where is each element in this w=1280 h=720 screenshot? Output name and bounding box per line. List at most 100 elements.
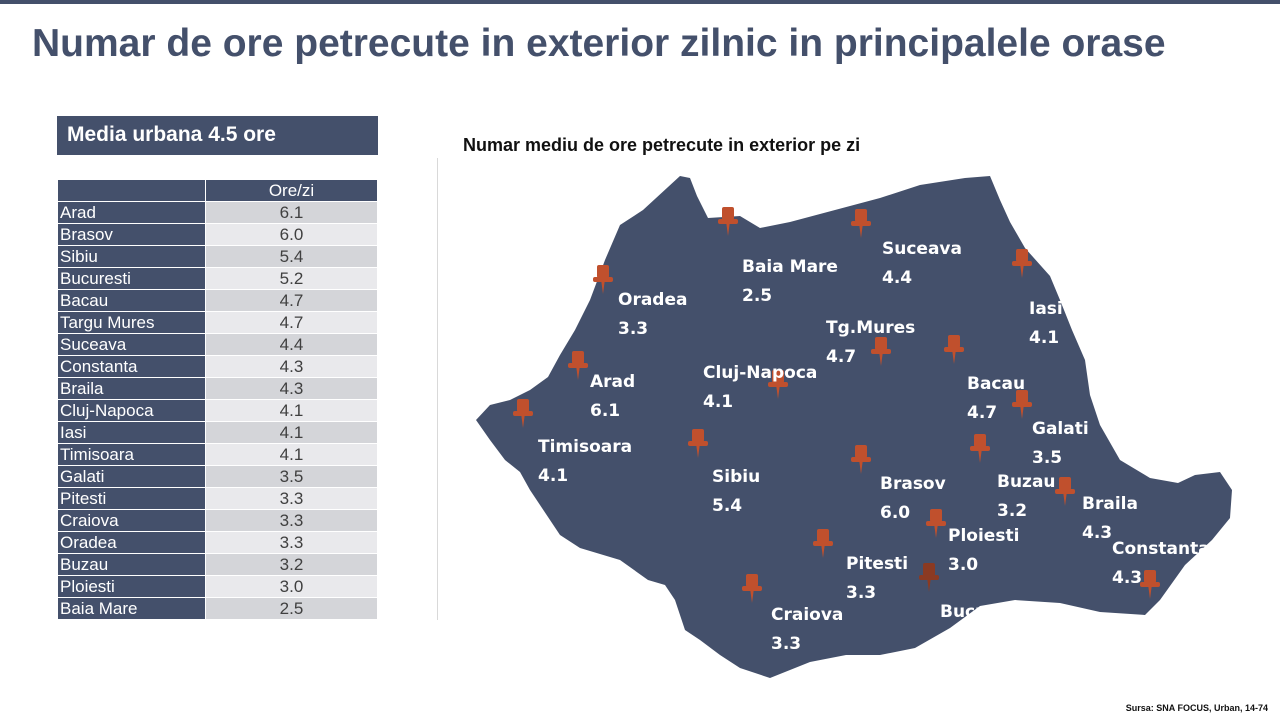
map-city-value: 2.5 xyxy=(742,286,772,306)
map-city-value: 6.1 xyxy=(590,401,620,421)
map-city-label: Suceava xyxy=(882,239,962,259)
table-cell-value: 3.5 xyxy=(205,465,378,488)
table-cell-value: 3.3 xyxy=(205,531,378,554)
table-cell-city: Bucuresti xyxy=(57,267,206,290)
table-cell-value: 6.1 xyxy=(205,201,378,224)
table-cell-value: 2.5 xyxy=(205,597,378,620)
map-pin-icon xyxy=(970,434,990,463)
map-pin-icon xyxy=(871,337,891,366)
table-cell-city: Buzau xyxy=(57,553,206,576)
map-city-label: Timisoara xyxy=(538,437,632,457)
table-row: Timisoara 4.1 xyxy=(57,443,378,466)
map-city-label: Bucuresti xyxy=(940,602,1031,622)
table-cell-city: Suceava xyxy=(57,333,206,356)
map-city-label: Bacau xyxy=(967,374,1025,394)
map-city-label: Oradea xyxy=(618,290,687,310)
table-row: Constanta 4.3 xyxy=(57,355,378,378)
map-pin-icon xyxy=(926,509,946,538)
table-cell-city: Oradea xyxy=(57,531,206,554)
page-title: Numar de ore petrecute in exterior zilni… xyxy=(32,22,1166,65)
table-row: Baia Mare 2.5 xyxy=(57,597,378,620)
map-city-label: Pitesti xyxy=(846,554,908,574)
map-title: Numar mediu de ore petrecute in exterior… xyxy=(463,135,861,155)
map-city-label: Tg.Mures xyxy=(826,318,915,338)
map-city-value: 4.4 xyxy=(882,268,912,288)
map-city-label: Arad xyxy=(590,372,635,392)
table-cell-value: 4.1 xyxy=(205,443,378,466)
table-row: Brasov 6.0 xyxy=(57,223,378,246)
romania-shape xyxy=(476,176,1232,678)
table-cell-value: 4.3 xyxy=(205,355,378,378)
map-city-value: 6.0 xyxy=(880,503,910,523)
table-row: Oradea 3.3 xyxy=(57,531,378,554)
urban-average-badge: Media urbana 4.5 ore xyxy=(57,116,378,155)
map-city-value: 4.7 xyxy=(967,403,997,423)
table-cell-value: 4.4 xyxy=(205,333,378,356)
map-city-value: 3.3 xyxy=(771,634,801,654)
map-city-label: Buzau xyxy=(997,472,1056,492)
map-pin-icon xyxy=(593,265,613,294)
table-cell-value: 4.7 xyxy=(205,289,378,312)
map-pin-icon xyxy=(768,370,788,399)
map-city-label: Baia Mare xyxy=(742,257,838,277)
table-cell-city: Constanta xyxy=(57,355,206,378)
map-city-label: Craiova xyxy=(771,605,843,625)
table-cell-city: Brasov xyxy=(57,223,206,246)
map-city-value: 3.5 xyxy=(1032,448,1062,468)
map-city-label: Constanta xyxy=(1112,539,1210,559)
table-row: Arad 6.1 xyxy=(57,201,378,224)
table-cell-city: Cluj-Napoca xyxy=(57,399,206,422)
source-note: Sursa: SNA FOCUS, Urban, 14-74 xyxy=(1125,703,1268,713)
table-cell-value: 4.7 xyxy=(205,311,378,334)
map-city-label: Braila xyxy=(1082,494,1138,514)
map-city-value: 4.3 xyxy=(1112,568,1142,588)
map-city-label: Ploiesti xyxy=(948,526,1019,546)
map-city-value: 5.2 xyxy=(940,631,970,651)
table-row: Bucuresti 5.2 xyxy=(57,267,378,290)
map-pin-icon xyxy=(944,335,964,364)
hours-table: Ore/zi Arad 6.1 Brasov 6.0 Sibiu 5.4 Bucuresti… xyxy=(57,179,378,620)
map-city-value: 3.3 xyxy=(846,583,876,603)
table-cell-city: Baia Mare xyxy=(57,597,206,620)
map-city-value: 4.3 xyxy=(1082,523,1112,543)
map-pin-icon xyxy=(688,429,708,458)
map-pin-icon xyxy=(1012,390,1032,419)
map-city-value: 4.1 xyxy=(1029,328,1059,348)
table-cell-city: Ploiesti xyxy=(57,575,206,598)
map-city-label: Brasov xyxy=(880,474,946,494)
map-city-value: 4.1 xyxy=(703,392,733,412)
map-city-value: 4.7 xyxy=(826,347,856,367)
map-city-value: 3.0 xyxy=(948,555,978,575)
map-pin-icon xyxy=(718,207,738,236)
table-cell-value: 3.0 xyxy=(205,575,378,598)
table-cell-city: Timisoara xyxy=(57,443,206,466)
map-pin-icon xyxy=(851,209,871,238)
map-city-value: 4.1 xyxy=(538,466,568,486)
map-city-value: 3.2 xyxy=(997,501,1027,521)
map-pin-icon xyxy=(1055,477,1075,506)
table-cell-value: 5.2 xyxy=(205,267,378,290)
map-pin-icon xyxy=(851,445,871,474)
table-cell-city: Braila xyxy=(57,377,206,400)
table-row: Ploiesti 3.0 xyxy=(57,575,378,598)
map-city-value: 3.3 xyxy=(618,319,648,339)
map-city-label: Iasi xyxy=(1029,299,1063,319)
table-cell-city: Galati xyxy=(57,465,206,488)
map-pin-icon xyxy=(513,399,533,428)
map-pin-icon xyxy=(1140,570,1160,599)
header-city xyxy=(57,179,206,202)
table-header-row: Ore/zi xyxy=(57,179,378,202)
map-pin-icon xyxy=(919,563,939,592)
table-row: Bacau 4.7 xyxy=(57,289,378,312)
table-row: Cluj-Napoca 4.1 xyxy=(57,399,378,422)
map-city-value: 5.4 xyxy=(712,496,742,516)
table-row: Iasi 4.1 xyxy=(57,421,378,444)
map-pin-icon xyxy=(742,574,762,603)
map-city-label: Sibiu xyxy=(712,467,760,487)
table-row: Pitesti 3.3 xyxy=(57,487,378,510)
divider xyxy=(437,158,438,620)
table-row: Buzau 3.2 xyxy=(57,553,378,576)
table-cell-value: 3.2 xyxy=(205,553,378,576)
top-accent-bar xyxy=(0,0,1280,4)
